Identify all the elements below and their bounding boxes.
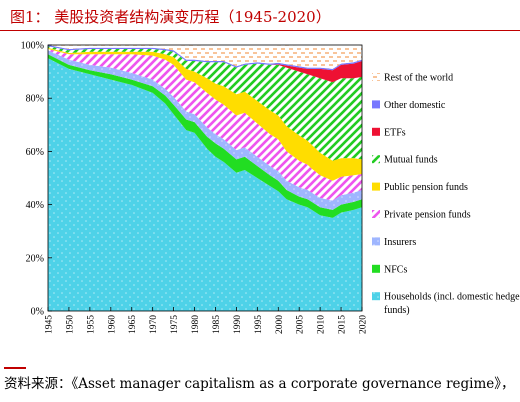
y-tick-label: 20% [26, 253, 44, 264]
x-tick-label: 1960 [107, 315, 117, 334]
chart-legend: Rest of the world Other domestic ETFs Mutua… [372, 73, 520, 316]
y-axis-ticks: 0% 20% 40% 60% 80% 100% [21, 41, 52, 318]
investor-structure-chart: 1945 1950 1955 1960 1965 1970 1975 1980 1985 1990… [21, 41, 520, 335]
legend-item: Public pension funds [372, 182, 468, 193]
y-tick-label: 40% [26, 200, 44, 211]
legend-item: Private pension funds [372, 210, 471, 221]
legend-label: Other domestic [384, 100, 446, 111]
legend-item: Other domestic [372, 100, 446, 111]
area-mutual-funds [48, 46, 362, 161]
legend-swatch [372, 237, 380, 246]
legend-label: Insurers [384, 237, 416, 248]
stacked-areas [48, 45, 362, 311]
x-tick-label: 1985 [212, 315, 222, 334]
legend-item: Rest of the world [372, 73, 453, 84]
area-nfcs [48, 54, 362, 218]
legend-swatch [372, 264, 380, 273]
title-divider [0, 30, 520, 31]
legend-swatch [372, 100, 380, 109]
chart-axes [47, 44, 363, 312]
area-households-incl-domestic-hedge-funds [48, 58, 362, 311]
legend-swatch [372, 127, 380, 136]
x-tick-label: 1970 [149, 315, 159, 334]
x-tick-label: 1965 [128, 315, 138, 334]
x-tick-label: 1990 [233, 315, 243, 334]
x-tick-label: 2015 [338, 315, 348, 334]
legend-swatch [372, 73, 380, 81]
x-tick-label: 1945 [45, 315, 55, 334]
area-insurers [48, 50, 362, 210]
legend-item: NFCs [372, 264, 407, 275]
legend-label: Public pension funds [384, 182, 468, 193]
x-tick-label: 1980 [191, 315, 201, 334]
x-tick-label: 1995 [254, 315, 264, 334]
x-tick-label: 2020 [359, 315, 369, 334]
y-tick-label: 100% [21, 41, 44, 52]
legend-swatch [372, 292, 380, 301]
legend-item: Insurers [372, 237, 416, 248]
legend-item: Households (incl. domestic hedge funds) [372, 292, 520, 316]
source-marker [4, 367, 26, 369]
legend-label: Households (incl. domestic hedge [384, 292, 520, 303]
x-tick-label: 1975 [170, 315, 180, 334]
y-tick-label: 0% [31, 307, 44, 318]
x-tick-label: 2005 [296, 315, 306, 334]
area-other-domestic [48, 45, 362, 71]
legend-swatch [372, 155, 380, 164]
x-axis-ticks: 1945 1950 1955 1960 1965 1970 1975 1980 1985 1990… [45, 307, 369, 334]
area-etfs [48, 46, 362, 83]
y-tick-label: 60% [26, 147, 44, 158]
x-tick-label: 1955 [86, 315, 96, 334]
legend-label-cont: funds) [384, 305, 410, 316]
legend-item: ETFs [372, 127, 406, 138]
source-note: 资料来源：《Asset manager capitalism as a corp… [4, 376, 515, 392]
legend-label: Rest of the world [384, 73, 453, 84]
area-private-pension-funds [48, 49, 362, 201]
x-tick-label: 2000 [275, 315, 285, 334]
legend-label: Mutual funds [384, 155, 438, 166]
legend-swatch [372, 210, 380, 218]
legend-label: ETFs [384, 127, 406, 138]
plot-frame [47, 44, 363, 312]
legend-label: NFCs [384, 264, 407, 275]
area-public-pension-funds [48, 47, 362, 181]
legend-swatch [372, 182, 380, 191]
x-tick-label: 1950 [65, 315, 75, 334]
x-tick-label: 2010 [317, 315, 327, 334]
page-title: 图1： 美股投资者结构演变历程（1945-2020） [10, 8, 331, 26]
area-rest-of-the-world [48, 45, 362, 69]
y-tick-label: 80% [26, 94, 44, 105]
legend-item: Mutual funds [372, 155, 438, 166]
legend-label: Private pension funds [384, 210, 471, 221]
